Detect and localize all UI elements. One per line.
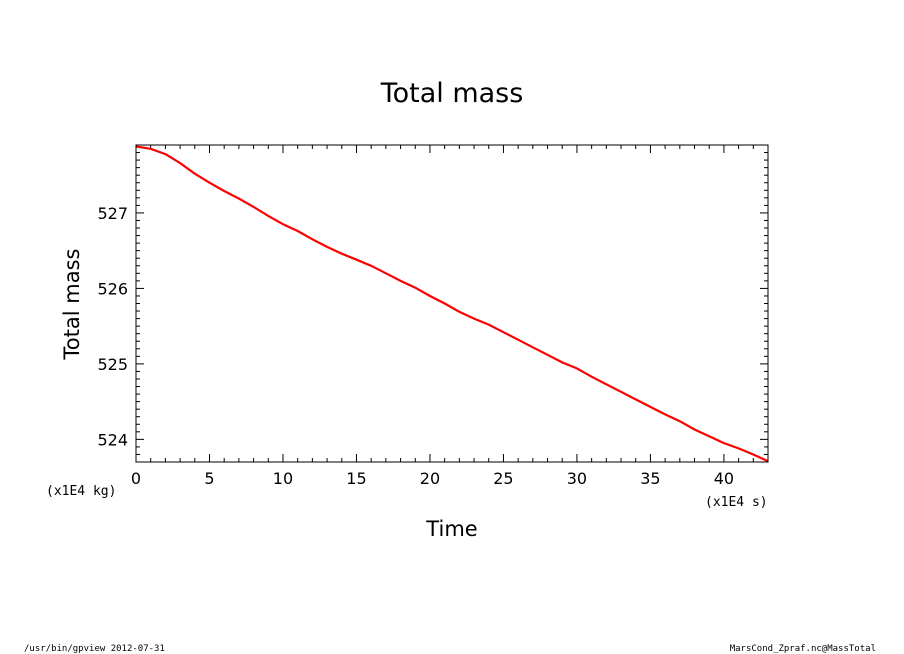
chart-title: Total mass bbox=[380, 78, 524, 109]
y-axis-ticks: 524 525 526 527 bbox=[97, 144, 768, 463]
y-tick-label: 525 bbox=[97, 355, 128, 374]
x-tick-label: 0 bbox=[131, 469, 141, 488]
y-axis-label: Total mass bbox=[60, 249, 84, 361]
x-tick-label: 40 bbox=[714, 469, 734, 488]
x-tick-label: 5 bbox=[204, 469, 214, 488]
x-tick-label: 15 bbox=[346, 469, 366, 488]
y-tick-label: 526 bbox=[97, 279, 128, 298]
x-tick-label: 35 bbox=[640, 469, 660, 488]
y-tick-label: 527 bbox=[97, 204, 128, 223]
x-tick-label: 20 bbox=[420, 469, 440, 488]
footer-left: /usr/bin/gpview 2012-07-31 bbox=[24, 644, 165, 654]
x-tick-label: 25 bbox=[493, 469, 513, 488]
plot-frame bbox=[135, 144, 769, 463]
y-unit-label: (x1E4 kg) bbox=[46, 484, 116, 499]
series-line-total-mass bbox=[135, 145, 769, 463]
x-unit-label: (x1E4 s) bbox=[705, 495, 768, 510]
y-tick-label: 524 bbox=[97, 430, 128, 449]
footer-right: MarsCond_Zpraf.nc@MassTotal bbox=[730, 644, 876, 654]
x-axis-ticks: 0 5 10 15 20 25 30 35 40 bbox=[131, 145, 769, 488]
x-tick-label: 30 bbox=[567, 469, 587, 488]
x-tick-label: 10 bbox=[273, 469, 293, 488]
x-axis-label: Time bbox=[425, 517, 477, 541]
